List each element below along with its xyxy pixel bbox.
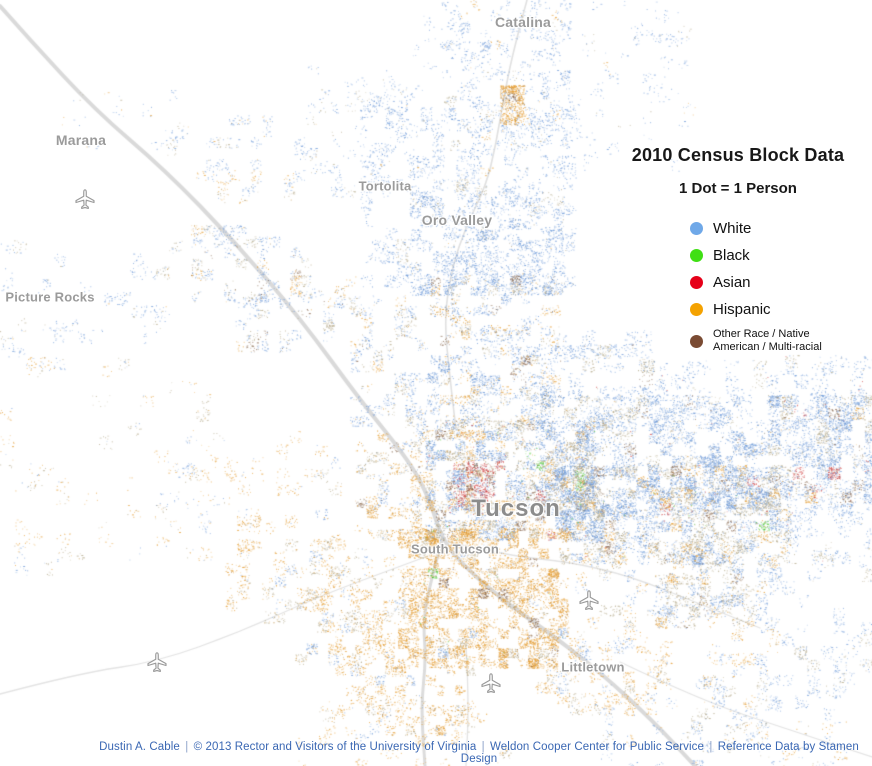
attribution-separator: | <box>706 741 716 753</box>
legend-item-hispanic: Hispanic <box>604 296 872 323</box>
airport-icon <box>75 189 95 210</box>
legend-item-asian: Asian <box>604 269 872 296</box>
attribution-text: Dustin A. Cable | © 2013 Rector and Visi… <box>90 741 868 765</box>
attribution-separator: | <box>478 741 489 753</box>
attribution-segment: Weldon Cooper Center for Public Service <box>490 741 705 753</box>
legend-label-hispanic: Hispanic <box>713 301 771 318</box>
airport-icon <box>147 652 167 673</box>
airport-icon <box>481 673 501 694</box>
legend-swatch-asian <box>690 276 703 289</box>
airport-icon <box>579 590 599 611</box>
map-legend: 2010 Census Block Data 1 Dot = 1 Person … <box>604 145 872 358</box>
legend-items: White Black Asian Hispanic Other Race / Nati… <box>604 215 872 358</box>
legend-label-other: Other Race / Native American / Multi-rac… <box>713 327 822 353</box>
legend-swatch-white <box>690 222 703 235</box>
attribution-segment: Reference Data by Stamen Design <box>460 741 859 765</box>
legend-subtitle: 1 Dot = 1 Person <box>679 180 797 197</box>
legend-label-black: Black <box>713 247 750 264</box>
legend-item-black: Black <box>604 242 872 269</box>
legend-swatch-black <box>690 249 703 262</box>
legend-swatch-other <box>690 334 703 348</box>
attribution-segment: © 2013 Rector and Visitors of the Univer… <box>193 741 477 753</box>
legend-item-white: White <box>604 215 872 242</box>
legend-item-other: Other Race / Native American / Multi-rac… <box>604 324 872 358</box>
legend-title: 2010 Census Block Data <box>631 145 845 165</box>
attribution-separator: | <box>181 741 192 753</box>
attribution-segment: Dustin A. Cable <box>99 741 180 753</box>
legend-swatch-hispanic <box>690 303 703 316</box>
legend-label-white: White <box>713 220 752 237</box>
legend-label-asian: Asian <box>713 274 751 291</box>
